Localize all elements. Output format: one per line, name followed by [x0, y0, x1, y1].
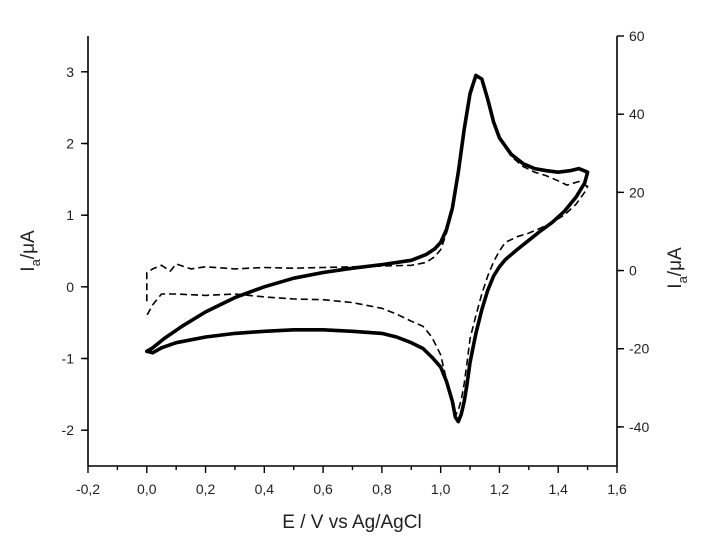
y-right-tick-label: 20 [629, 184, 645, 200]
y-right-tick-label: -40 [629, 419, 649, 435]
y-left-tick-label: 3 [66, 64, 74, 80]
y-axis-right-ticks: -40 -20 0 20 40 60 [617, 28, 649, 435]
dashed-voltammogram-line [146, 76, 589, 417]
y-left-tick-label: 2 [66, 136, 74, 152]
x-tick-label: 1,4 [548, 481, 568, 497]
y-axis-right-title: Ia/μA [665, 247, 690, 289]
y-left-tick-label: -2 [62, 422, 75, 438]
x-tick-label: 0,6 [313, 481, 333, 497]
x-tick-label: 1,2 [490, 481, 510, 497]
y-right-title-sub: a [675, 275, 690, 283]
y-right-tick-label: 60 [629, 28, 645, 44]
y-left-title-sub: a [28, 258, 43, 266]
y-right-tick-label: 0 [629, 263, 637, 279]
y-axis-left-ticks: -2 -1 0 1 2 3 [62, 64, 88, 438]
x-tick-label: -0,2 [76, 481, 100, 497]
y-left-tick-label: -1 [62, 351, 75, 367]
y-right-title-main: I [665, 283, 686, 288]
y-left-title-main: I [18, 266, 39, 271]
x-axis-title: E / V vs Ag/AgCl [282, 512, 421, 533]
solid-voltammogram-line [145, 73, 590, 424]
y-right-title-unit: /μA [665, 247, 686, 276]
y-left-title-unit: /μA [18, 230, 39, 259]
x-tick-label: 0,0 [137, 481, 157, 497]
y-axis-left-title: Ia/μA [18, 230, 43, 272]
x-tick-label: 1,6 [607, 481, 627, 497]
y-left-tick-label: 0 [66, 279, 74, 295]
y-left-tick-label: 1 [66, 207, 74, 223]
x-tick-label: 1,0 [431, 481, 451, 497]
plot-frame [87, 36, 618, 467]
x-tick-label: 0,8 [372, 481, 392, 497]
y-right-tick-label: 40 [629, 106, 645, 122]
series-layer [145, 73, 590, 424]
y-right-tick-label: -20 [629, 341, 649, 357]
x-axis-ticks: -0,2 0,0 0,2 0,4 0,6 0,8 1,0 1,2 1,4 1,6 [76, 466, 627, 497]
x-tick-label: 0,2 [196, 481, 216, 497]
x-tick-label: 0,4 [255, 481, 275, 497]
